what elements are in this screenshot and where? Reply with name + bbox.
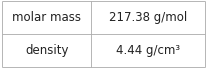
Text: density: density <box>25 44 68 57</box>
Text: 217.38 g/mol: 217.38 g/mol <box>109 11 186 24</box>
Text: 4.44 g/cm³: 4.44 g/cm³ <box>116 44 179 57</box>
Text: molar mass: molar mass <box>12 11 81 24</box>
